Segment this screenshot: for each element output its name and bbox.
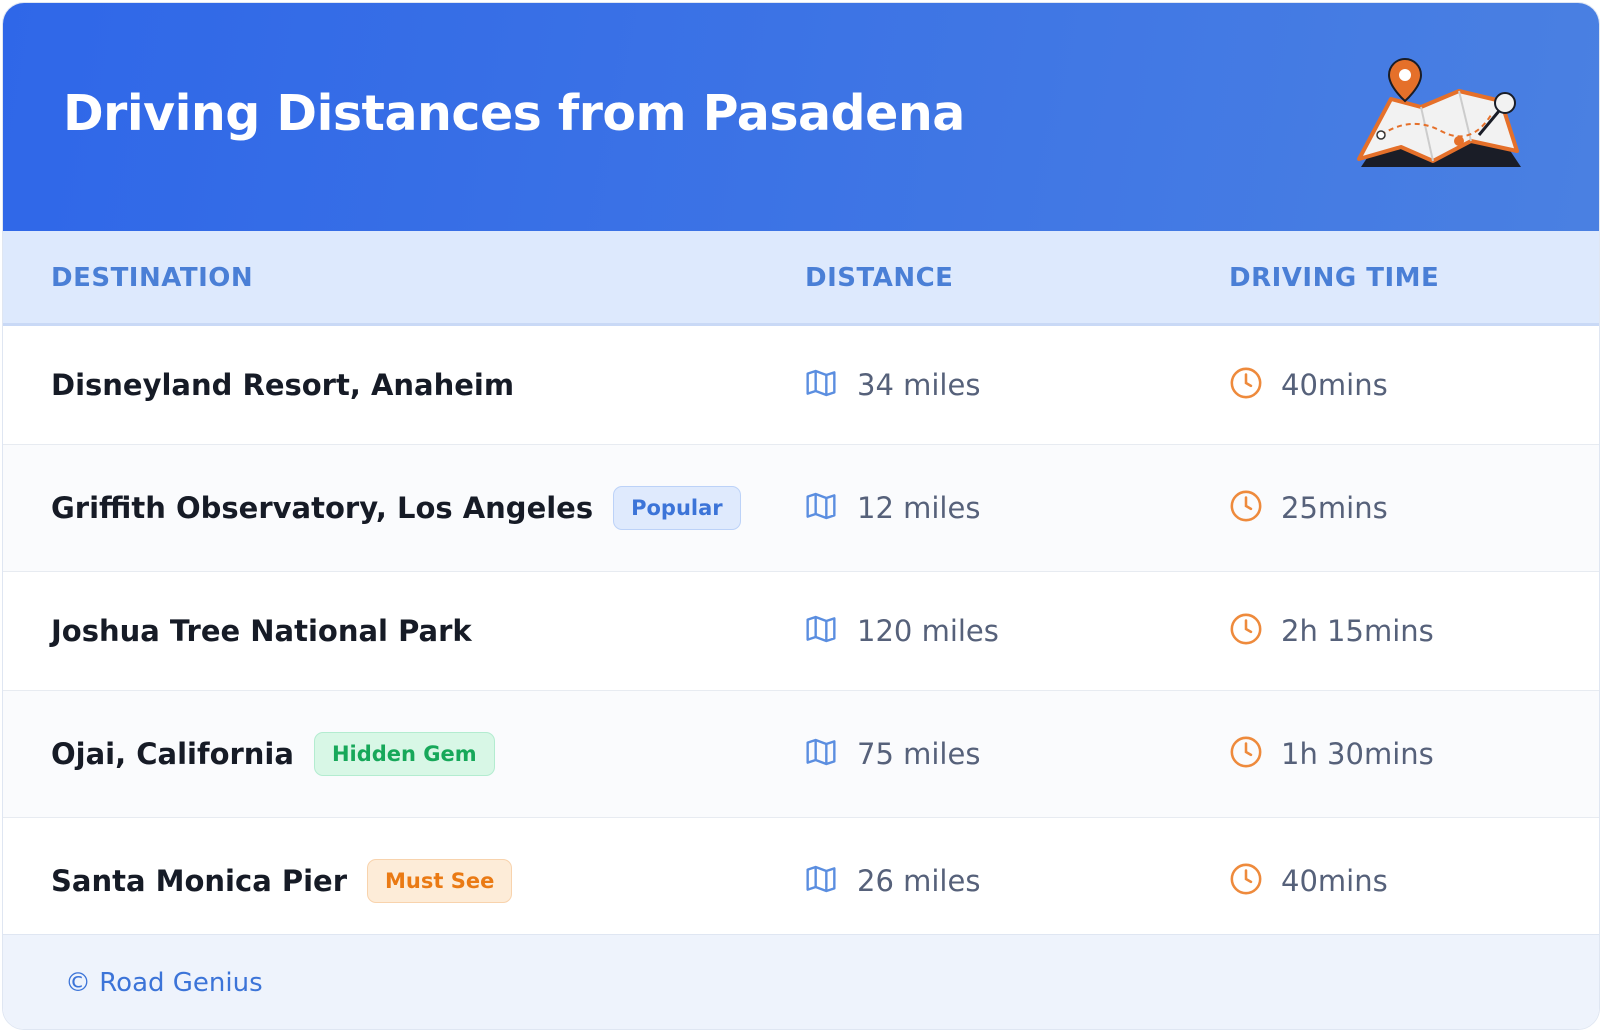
distance: 26 miles — [857, 864, 981, 898]
column-label: DISTANCE — [805, 263, 954, 293]
distance: 120 miles — [857, 614, 999, 648]
clock-icon — [1229, 489, 1263, 527]
driving-time: 2h 15mins — [1281, 614, 1434, 648]
destination-cell: Santa Monica Pier Must See — [51, 859, 513, 903]
column-header: DESTINATION DISTANCE DRIVING TIME — [3, 231, 1599, 326]
map-icon — [805, 367, 837, 403]
destination-cell: Disneyland Resort, Anaheim — [51, 368, 514, 402]
title: Driving Distances from Pasadena — [63, 85, 965, 142]
distance: 34 miles — [857, 368, 981, 402]
table-row: Joshua Tree National Park 120 miles 2h 15m… — [3, 572, 1599, 691]
destination-cell: Griffith Observatory, Los Angeles Popular — [51, 486, 741, 530]
footer-text: © Road Genius — [65, 968, 263, 998]
destination: Griffith Observatory, Los Angeles — [51, 491, 594, 525]
badge: Hidden Gem — [313, 732, 495, 776]
badge: Popular — [613, 486, 741, 530]
driving-time: 40mins — [1281, 864, 1388, 898]
column-label: DRIVING TIME — [1229, 263, 1440, 293]
footer: © Road Genius — [3, 934, 1599, 1029]
table-body: Disneyland Resort, Anaheim 34 miles 40mins… — [3, 326, 1599, 945]
table-row: Santa Monica Pier Must See 26 miles 40mins — [3, 818, 1599, 945]
driving-time: 1h 30mins — [1281, 737, 1434, 771]
clock-icon — [1229, 735, 1263, 773]
destination: Disneyland Resort, Anaheim — [51, 368, 515, 402]
column-label: DESTINATION — [51, 263, 254, 293]
destination: Ojai, California — [51, 737, 294, 771]
clock-icon — [1229, 366, 1263, 404]
distance: 12 miles — [857, 491, 981, 525]
driving-time: 25mins — [1281, 491, 1388, 525]
clock-icon — [1229, 862, 1263, 900]
map-illustration — [1357, 57, 1521, 167]
map-icon — [805, 613, 837, 649]
destination-cell: Joshua Tree National Park — [51, 614, 472, 648]
distance: 75 miles — [857, 737, 981, 771]
destination-cell: Ojai, California Hidden Gem — [51, 732, 495, 776]
clock-icon — [1229, 612, 1263, 650]
map-icon — [805, 736, 837, 772]
map-icon — [805, 490, 837, 526]
table-row: Ojai, California Hidden Gem 75 miles 1h 30m… — [3, 691, 1599, 818]
destination: Joshua Tree National Park — [51, 614, 472, 648]
header: Driving Distances from Pasadena — [3, 3, 1599, 231]
table-row: Griffith Observatory, Los Angeles Popular… — [3, 445, 1599, 572]
driving-time: 40mins — [1281, 368, 1388, 402]
badge: Must See — [367, 859, 513, 903]
map-icon — [805, 863, 837, 899]
table-row: Disneyland Resort, Anaheim 34 miles 40mins — [3, 326, 1599, 445]
destination: Santa Monica Pier — [51, 864, 348, 898]
